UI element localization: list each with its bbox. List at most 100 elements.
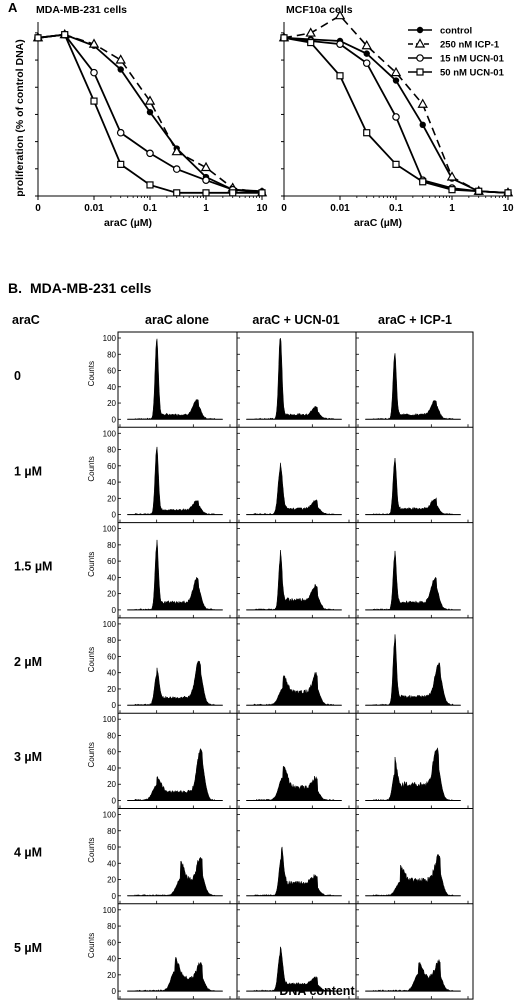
hist-ytick-label: 40 xyxy=(107,669,116,678)
chart-1-series-3-point xyxy=(363,129,371,137)
hist-ytick-label: 0 xyxy=(112,987,117,996)
panel-a-ylabel: proliferation (% of control DNA) xyxy=(14,39,26,197)
chart-0-series-1-point xyxy=(171,145,182,156)
hist-ytick-label: 100 xyxy=(103,906,117,915)
hist-ytick-label: 20 xyxy=(107,494,116,503)
histogram-2-0 xyxy=(127,539,223,611)
left-xlabel: araC (µM) xyxy=(104,217,152,229)
histogram-0-0 xyxy=(127,338,223,420)
hist-ytick-label: 0 xyxy=(112,797,117,806)
hist-ytick-label: 20 xyxy=(107,685,116,694)
legend-label-0: control xyxy=(440,26,472,37)
chart-1-series-1-point xyxy=(361,39,372,50)
legend-label-1: 250 nM ICP-1 xyxy=(440,40,500,51)
hist-ytick-label: 80 xyxy=(107,636,116,645)
counts-label: Counts xyxy=(87,742,96,767)
histogram-grid: araC alone araC + UCN-01 araC + ICP-1 0 Coun… xyxy=(14,313,474,1000)
row-label-5: 4 µM xyxy=(14,846,42,860)
histogram-1-2 xyxy=(365,457,461,515)
chart-0-series-0-point xyxy=(117,66,124,73)
hist-ytick-label: 80 xyxy=(107,350,116,359)
chart-1-series-1-point xyxy=(390,66,402,77)
hist-ytick-label: 100 xyxy=(103,715,117,724)
row-label-4: 3 µM xyxy=(14,750,42,764)
hist-ytick-label: 0 xyxy=(112,892,117,901)
chart-0-series-3-point xyxy=(173,189,181,197)
histogram-6-2 xyxy=(365,959,461,992)
hist-ytick-label: 20 xyxy=(107,971,116,980)
histogram-5-0 xyxy=(127,856,223,897)
hist-ytick-label: 100 xyxy=(103,334,117,343)
hist-ytick-label: 100 xyxy=(103,620,117,629)
chart-1-series-2-point xyxy=(392,113,400,121)
column-title-1: araC + UCN-01 xyxy=(252,313,339,327)
hist-ytick-label: 0 xyxy=(112,415,117,424)
counts-label: Counts xyxy=(87,837,96,862)
histogram-1-1 xyxy=(246,462,342,516)
legend: control 250 nM ICP-1 15 nM UCN-01 50 nM UCN… xyxy=(408,26,505,79)
histogram-4-1 xyxy=(246,766,342,801)
hist-ytick-label: 40 xyxy=(107,478,116,487)
hist-ytick-label: 80 xyxy=(107,922,116,931)
chart-0-series-2-point xyxy=(116,128,125,137)
panel-a-letter: A xyxy=(8,0,18,15)
hist-ytick-label: 80 xyxy=(107,827,116,836)
histogram-3-1 xyxy=(246,672,342,706)
chart-1-series-3-point xyxy=(392,160,400,168)
chart-0-series-1-line xyxy=(37,33,263,194)
panel-b-letter: B. xyxy=(8,280,22,296)
chart-0-series-0-point xyxy=(146,108,154,116)
chart-1-series-2-point xyxy=(362,59,371,67)
hist-ytick-label: 40 xyxy=(107,764,116,773)
chart-1-xtick-label: 0.1 xyxy=(389,203,403,214)
legend-marker-0 xyxy=(416,26,424,34)
chart-0-series-3-point xyxy=(202,189,210,197)
hist-ytick-label: 80 xyxy=(107,541,116,550)
chart-1-series-1-point xyxy=(446,171,458,181)
legend-label-3: 50 nM UCN-01 xyxy=(440,68,505,79)
counts-label: Counts xyxy=(87,647,96,672)
chart-0-series-1-point xyxy=(88,38,100,48)
hist-ytick-label: 60 xyxy=(107,843,116,852)
counts-label: Counts xyxy=(87,552,96,577)
chart-1-xtick-label: 1 xyxy=(449,203,455,214)
hist-ytick-label: 40 xyxy=(107,383,116,392)
right-line-chart: 0 0.01 0.1 1 10 xyxy=(278,9,514,214)
hist-ytick-label: 100 xyxy=(103,429,117,438)
histogram-4-2 xyxy=(365,747,461,801)
hist-ytick-label: 0 xyxy=(112,511,117,520)
histogram-2-1 xyxy=(246,549,342,611)
chart-0-series-3-point xyxy=(258,189,266,197)
chart-1-xtick-label: 10 xyxy=(502,203,514,214)
legend-marker-3 xyxy=(416,68,424,76)
histogram-4-0 xyxy=(127,747,223,801)
chart-1-series-3-point xyxy=(307,38,315,47)
chart-1-series-3-point xyxy=(475,187,483,195)
chart-1-series-1-point xyxy=(417,98,428,108)
legend-marker-1 xyxy=(414,38,426,48)
chart-1-xtick-label: 0 xyxy=(281,203,287,214)
hist-ytick-label: 100 xyxy=(103,525,117,534)
chart-0-series-1-point xyxy=(200,161,212,172)
hist-ytick-label: 60 xyxy=(107,748,116,757)
hist-ytick-label: 40 xyxy=(107,955,116,964)
chart-1-series-0-point xyxy=(392,77,400,84)
row-label-1: 1 µM xyxy=(14,464,42,478)
chart-1-series-3-point xyxy=(448,186,456,194)
chart-1-series-3-point xyxy=(504,189,512,197)
histogram-5-1 xyxy=(246,846,342,897)
row-header: araC xyxy=(12,313,40,327)
chart-0-series-3-point xyxy=(146,181,154,189)
hist-ytick-label: 60 xyxy=(107,367,116,376)
chart-1-series-3-point xyxy=(419,178,427,186)
chart-0-xtick-label: 10 xyxy=(256,203,268,214)
left-line-chart: 0 0.01 0.1 1 10 xyxy=(32,22,268,214)
chart-0-series-1-point xyxy=(115,54,126,64)
chart-1-series-3-point xyxy=(336,72,344,80)
chart-0-series-3-point xyxy=(229,189,237,197)
counts-label: Counts xyxy=(87,361,96,386)
chart-1-series-3-point xyxy=(280,34,288,42)
histogram-1-0 xyxy=(127,446,223,515)
histogram-6-1 xyxy=(246,946,342,992)
